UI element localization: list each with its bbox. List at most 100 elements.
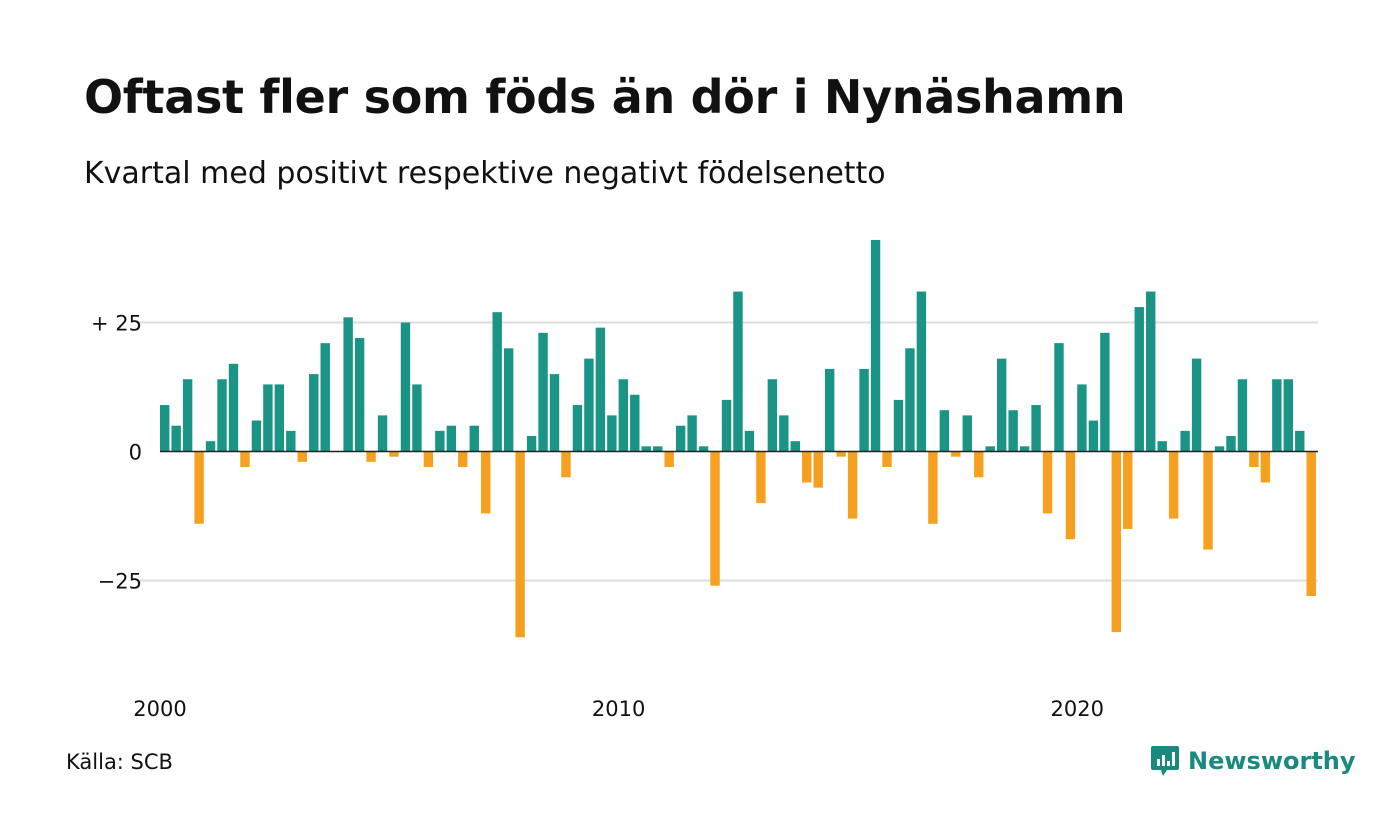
bar <box>171 425 181 452</box>
bar <box>1146 291 1156 452</box>
bar <box>733 291 743 452</box>
bar <box>1088 420 1099 452</box>
bar <box>263 384 273 452</box>
bar <box>687 415 697 452</box>
bar <box>974 451 984 478</box>
bar <box>756 451 766 504</box>
bar <box>389 451 399 457</box>
bar <box>412 384 422 452</box>
x-tick-label: 2020 <box>1051 697 1104 721</box>
bar <box>515 451 525 638</box>
bar <box>481 451 491 514</box>
bar <box>377 415 388 452</box>
bar <box>286 430 296 452</box>
bar <box>538 332 548 452</box>
bar <box>962 415 972 452</box>
bars <box>160 239 1318 638</box>
bar <box>240 451 250 467</box>
bar <box>561 451 571 478</box>
bar <box>1214 446 1225 452</box>
bar <box>813 451 823 488</box>
x-tick-label: 2000 <box>133 697 186 721</box>
bar <box>1306 451 1316 596</box>
bar <box>194 451 204 524</box>
bar <box>1042 451 1053 514</box>
bar <box>584 358 594 452</box>
bar <box>160 405 170 452</box>
bar <box>205 441 216 452</box>
bar <box>710 451 720 586</box>
bar <box>1157 441 1167 452</box>
bar <box>423 451 434 467</box>
bar <box>274 384 285 452</box>
bar <box>1031 405 1041 452</box>
bar <box>664 451 674 467</box>
bar <box>607 415 617 452</box>
bar <box>320 343 330 452</box>
bar <box>1054 343 1064 452</box>
bar-chart: + 25 0 −25 2000 2010 2020 <box>91 239 1318 721</box>
bar <box>916 291 927 452</box>
bar <box>675 425 686 452</box>
bar <box>779 415 789 452</box>
bar <box>1237 379 1248 452</box>
bar <box>928 451 938 524</box>
bar <box>435 430 445 452</box>
bar <box>859 368 869 452</box>
bar <box>1168 451 1179 519</box>
bar <box>618 379 629 452</box>
bar <box>1295 430 1305 452</box>
bar <box>182 379 193 452</box>
bar <box>1065 451 1076 540</box>
bar <box>985 446 995 452</box>
newsworthy-logo-icon <box>1151 746 1179 776</box>
y-tick-label: + 25 <box>91 312 142 336</box>
bar <box>1100 332 1110 452</box>
bar <box>366 451 376 462</box>
bar <box>549 374 560 452</box>
bar <box>836 451 846 457</box>
bar <box>1272 379 1282 452</box>
bar <box>1019 446 1030 452</box>
bar <box>1077 384 1087 452</box>
source-note: Källa: SCB <box>66 750 173 774</box>
bar <box>1123 451 1133 529</box>
bar <box>824 368 835 452</box>
bar <box>1180 430 1190 452</box>
chart-subtitle: Kvartal med positivt respektive negativt… <box>84 156 886 191</box>
newsworthy-logo-text: Newsworthy <box>1188 747 1356 775</box>
bar <box>698 446 709 452</box>
bar <box>1134 307 1144 452</box>
y-tick-label: −25 <box>98 570 142 594</box>
bar <box>847 451 858 519</box>
bar <box>870 239 881 452</box>
bar <box>228 363 239 452</box>
bar <box>343 317 353 452</box>
bar <box>630 394 640 452</box>
bar <box>458 451 468 467</box>
bar <box>893 399 904 452</box>
y-tick-label: 0 <box>129 441 142 465</box>
bar <box>1191 358 1202 452</box>
bar <box>939 410 950 452</box>
bar <box>790 441 800 452</box>
bar <box>1249 451 1259 467</box>
bar <box>400 322 411 452</box>
bar <box>526 436 537 452</box>
bar <box>653 446 663 452</box>
chart-title: Oftast fler som föds än dör i Nynäshamn <box>84 70 1126 124</box>
bar <box>641 446 651 452</box>
x-tick-label: 2010 <box>592 697 645 721</box>
bar <box>744 430 755 452</box>
bar <box>996 358 1007 452</box>
bar <box>251 420 262 452</box>
bar <box>572 405 583 452</box>
bar <box>1203 451 1213 550</box>
bar <box>309 374 319 452</box>
bar <box>882 451 892 467</box>
bar <box>721 399 732 452</box>
grid-lines <box>140 321 1318 582</box>
bar <box>802 451 812 483</box>
bar <box>767 379 778 452</box>
bar <box>1111 451 1122 633</box>
